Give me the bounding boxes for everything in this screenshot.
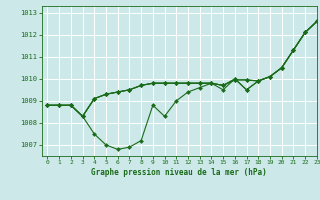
X-axis label: Graphe pression niveau de la mer (hPa): Graphe pression niveau de la mer (hPa) <box>91 168 267 177</box>
